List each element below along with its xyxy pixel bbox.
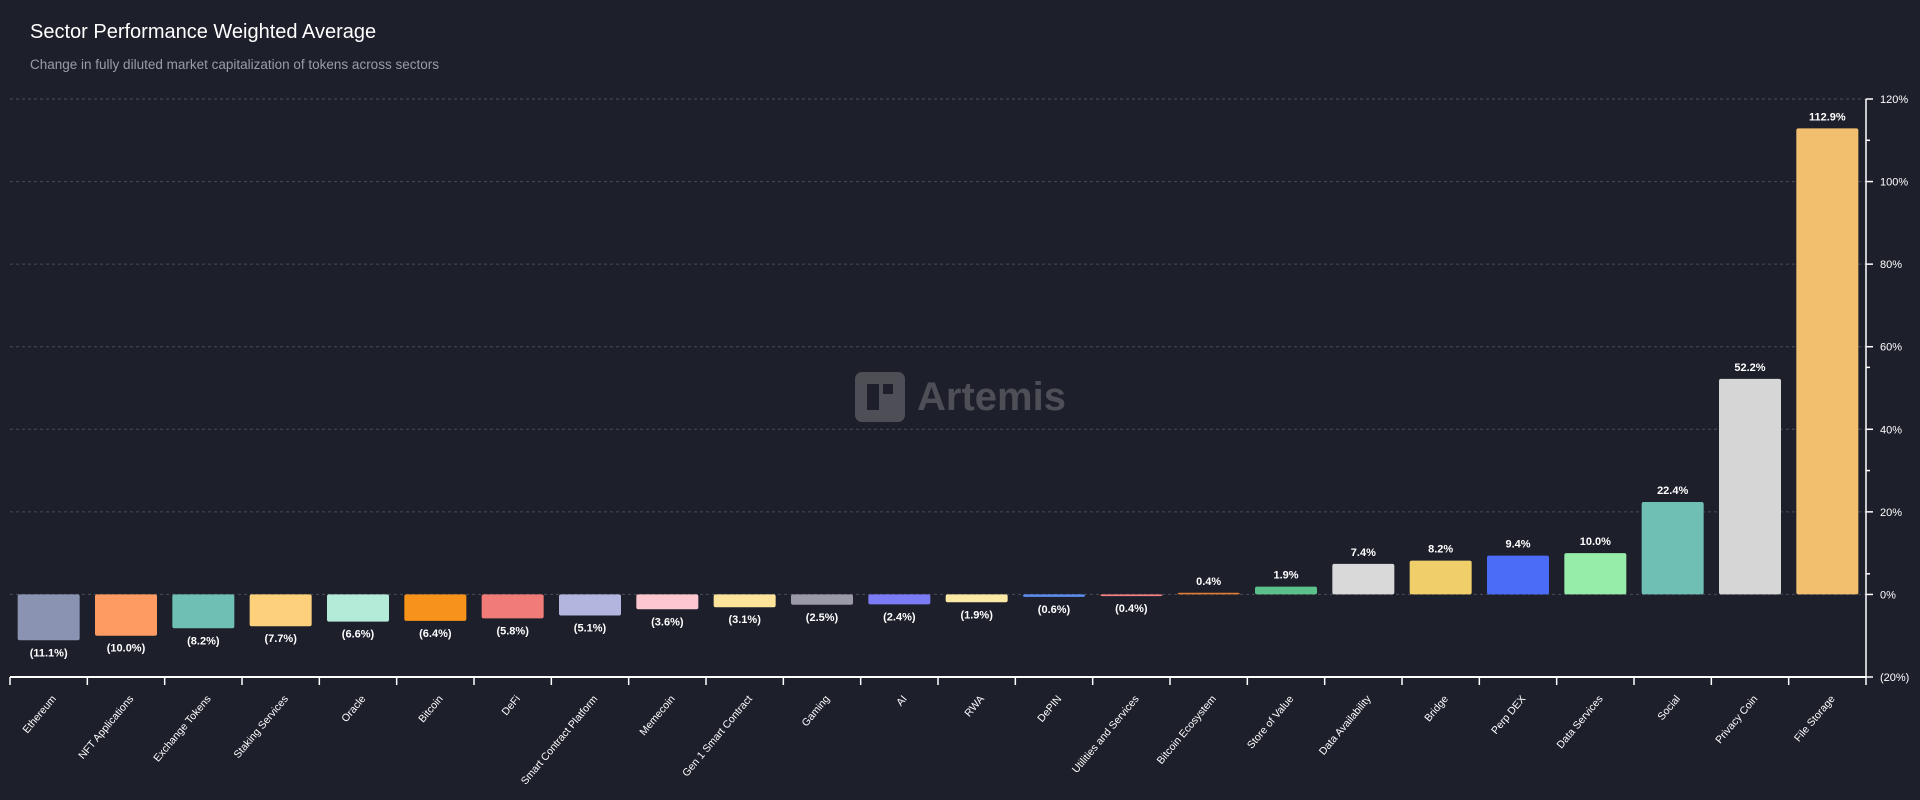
data-label: 52.2% [1734, 362, 1765, 374]
x-tick-label: Bridge [1422, 693, 1451, 724]
data-label: (1.9%) [960, 609, 993, 621]
bar-memecoin [636, 594, 699, 610]
bar-gen-1-smart-contract [713, 594, 776, 608]
bar-privacy-coin [1719, 378, 1781, 595]
bar-staking-services [249, 594, 312, 627]
x-tick-label: File Storage [1792, 693, 1838, 744]
data-label: 0.4% [1196, 576, 1221, 588]
data-label: 7.4% [1351, 547, 1376, 559]
y-tick-label: 80% [1880, 259, 1902, 271]
data-label: (3.6%) [651, 616, 684, 628]
bar-rwa [945, 594, 1008, 603]
bar-smart-contract-platform [559, 594, 621, 616]
data-label: (5.8%) [496, 625, 529, 637]
watermark-text: Artemis [917, 374, 1066, 419]
bar-data-availability [1332, 563, 1395, 595]
x-tick-label: Bitcoin Ecosystem [1155, 693, 1219, 767]
x-tick-label: Perp DEX [1489, 693, 1528, 736]
y-tick-label: 20% [1880, 507, 1902, 519]
data-label: 10.0% [1580, 536, 1611, 548]
bar-perp-dex [1487, 555, 1549, 595]
data-label: 22.4% [1657, 485, 1688, 497]
bar-gaming [791, 594, 853, 605]
data-label: (6.6%) [342, 629, 375, 641]
bar-utilities-and-services [1100, 594, 1163, 597]
x-tick-label: Ethereum [21, 693, 60, 736]
x-tick-label: Exchange Tokens [151, 693, 213, 764]
x-tick-label: Oracle [339, 693, 368, 725]
data-label: 9.4% [1505, 539, 1530, 551]
data-label: (2.4%) [883, 611, 916, 623]
bar-oracle [327, 594, 389, 622]
y-tick-label: (20%) [1880, 672, 1909, 684]
x-tick-label: Data Services [1554, 693, 1605, 751]
bar-file-storage [1796, 128, 1859, 595]
x-tick-label: RWA [962, 693, 987, 719]
artemis-logo-icon [855, 372, 905, 422]
artemis-watermark: Artemis [855, 372, 1066, 422]
y-tick-label: 60% [1880, 342, 1902, 354]
y-tick-label: 0% [1880, 589, 1896, 601]
data-label: 1.9% [1273, 570, 1298, 582]
data-label: (3.1%) [728, 614, 761, 626]
x-tick-label: AI [894, 693, 910, 708]
x-tick-label: Gaming [799, 693, 832, 729]
bar-store-of-value [1255, 586, 1317, 595]
bar-nft-applications [95, 594, 157, 636]
x-tick-label: Privacy Coin [1713, 693, 1760, 746]
data-label: (0.6%) [1038, 604, 1071, 616]
data-label: (5.1%) [574, 622, 607, 634]
bar-ai [868, 594, 931, 605]
bar-data-services [1564, 553, 1627, 595]
data-label: (2.5%) [806, 612, 839, 624]
chart-title: Sector Performance Weighted Average [30, 21, 377, 43]
data-label: (10.0%) [107, 643, 146, 655]
bar-exchange-tokens [172, 594, 235, 629]
y-tick-label: 120% [1880, 94, 1908, 106]
x-tick-label: Staking Services [232, 693, 291, 761]
x-tick-label: Smart Contract Platform [519, 693, 601, 787]
data-label: (7.7%) [264, 633, 297, 645]
bar-defi [481, 594, 544, 619]
data-label: (6.4%) [419, 628, 452, 640]
x-tick-label: Bitcoin [416, 693, 446, 725]
x-tick-label: Utilities and Services [1070, 693, 1142, 775]
x-tick-label: DePIN [1035, 693, 1064, 724]
bar-social [1641, 501, 1704, 595]
bar-depin [1023, 594, 1085, 597]
data-label: 8.2% [1428, 544, 1453, 556]
x-tick-label: Gen 1 Smart Contract [680, 693, 755, 779]
x-tick-label: Data Availability [1317, 693, 1374, 758]
x-tick-label: Store of Value [1245, 693, 1297, 751]
x-tick-label: NFT Applications [76, 693, 136, 761]
x-tick-label: Social [1655, 693, 1683, 723]
bar-bitcoin [404, 594, 467, 621]
bar-ethereum [17, 594, 80, 641]
data-label: (11.1%) [30, 647, 68, 659]
bar-bitcoin-ecosystem [1177, 592, 1240, 595]
x-tick-label: Memecoin [637, 693, 677, 738]
bar-bridge [1409, 560, 1472, 595]
chart-subtitle: Change in fully diluted market capitaliz… [30, 57, 439, 72]
y-tick-label: 40% [1880, 424, 1902, 436]
data-label: 112.9% [1809, 111, 1846, 123]
x-tick-label: DeFi [500, 693, 523, 718]
data-label: (0.4%) [1115, 603, 1148, 615]
data-label: (8.2%) [187, 635, 220, 647]
y-tick-label: 100% [1880, 177, 1908, 189]
